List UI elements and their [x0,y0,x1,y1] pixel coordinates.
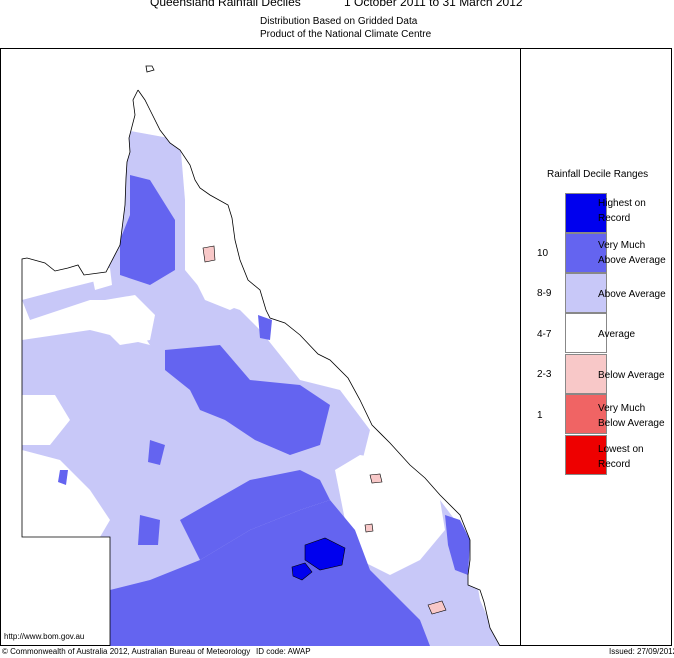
legend-range-2-3: 2-3 [537,369,552,380]
very-much-above-cape [120,175,175,285]
legend-range-10: 10 [537,248,549,259]
legend-swatch-below-average [565,354,607,394]
map-subtitle-product: Product of the National Climate Centre [260,29,432,40]
torres-strait-island [145,65,155,73]
map-date-range: 1 October 2011 to 31 March 2012 [344,0,523,9]
highest-on-record-2 [291,562,313,581]
map-title: Queensland Rainfall Deciles [150,0,301,9]
legend-range-8-9: 8-9 [537,288,552,299]
very-much-above-south [110,500,430,646]
queensland-map [21,65,501,646]
legend-title: Rainfall Decile Ranges [547,169,649,180]
legend-label-above-average: Above Average [598,289,666,300]
legend-label-highest-on-record: Highest on Record [598,198,646,224]
legend-divider [520,48,521,646]
legend-label-lowest-on-record: Lowest on Record [598,444,644,470]
average-region-west [22,450,110,537]
very-much-above-pocket-1 [138,515,160,545]
very-much-above-east-coast [445,515,470,575]
average-region-southeast [335,455,445,575]
very-much-above-pocket-4 [258,315,272,340]
legend-swatch-average [565,313,607,353]
very-much-above-central-band [165,345,330,455]
issued-date: Issued: 27/09/2012 [609,647,674,656]
average-pocket-2 [22,395,70,445]
legend-label-very-much-below: Very Much Below Average [598,403,665,429]
legend-swatch-very-much-below [565,394,607,434]
legend-range-4-7: 4-7 [537,329,552,340]
legend-label-very-much-above: Very Much Above Average [598,240,666,266]
id-code: ID code: AWAP [256,647,311,656]
legend-range-1: 1 [537,410,543,421]
legend-swatch-above-average [565,273,607,313]
legend-label-average: Average [598,329,636,340]
average-pocket-1 [100,295,155,345]
average-region-cape [185,200,250,310]
legend-swatch-very-much-above [565,233,607,273]
below-average-2 [427,600,447,615]
below-average-4 [364,523,374,533]
copyright-notice: © Commonwealth of Australia 2012, Austra… [2,647,251,656]
queensland-coastline [137,89,501,646]
legend-swatch-lowest-on-record [565,435,607,475]
legend-label-below-average: Below Average [598,370,665,381]
map-subtitle-distribution: Distribution Based on Gridded Data [260,16,418,27]
below-average-3 [369,473,383,484]
very-much-above-south-center [180,470,330,560]
bom-url: http://www.bom.gov.au [4,632,85,641]
queensland-border [21,89,139,646]
below-average-1 [202,245,216,263]
legend-swatch-highest-on-record [565,193,607,233]
highest-on-record-1 [304,537,346,571]
very-much-above-pocket-2 [148,440,165,465]
very-much-above-pocket-3 [58,470,68,485]
